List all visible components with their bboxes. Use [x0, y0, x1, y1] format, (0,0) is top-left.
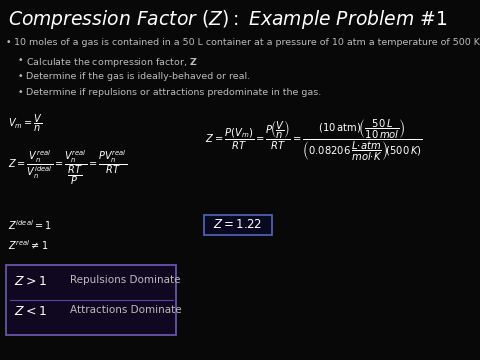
Text: 10 moles of a gas is contained in a 50 L container at a pressure of 10 atm a tem: 10 moles of a gas is contained in a 50 L…	[14, 38, 480, 47]
Text: Determine if repulsions or attractions predominate in the gas.: Determine if repulsions or attractions p…	[26, 88, 321, 97]
Text: Determine if the gas is ideally-behaved or real.: Determine if the gas is ideally-behaved …	[26, 72, 250, 81]
Text: $\bf{\it{Compression\ Factor\ (Z):\ Example\ Problem\ \#1}}$: $\bf{\it{Compression\ Factor\ (Z):\ Exam…	[8, 8, 447, 31]
Text: $Z < 1$: $Z < 1$	[14, 305, 47, 318]
Text: $Z^{real} \neq 1$: $Z^{real} \neq 1$	[8, 238, 48, 252]
Text: Calculate the compression factor, $\bf{Z}$: Calculate the compression factor, $\bf{Z…	[26, 56, 198, 69]
Bar	[204, 215, 272, 235]
Text: •: •	[6, 38, 12, 47]
Text: •: •	[18, 72, 24, 81]
Bar	[6, 265, 176, 335]
Text: $Z^{ideal} = 1$: $Z^{ideal} = 1$	[8, 218, 52, 232]
Text: Attractions Dominate: Attractions Dominate	[70, 305, 181, 315]
Text: $Z = \dfrac{V_n^{real}}{V_n^{ideal}} = \dfrac{V_n^{real}}{\dfrac{RT}{P}} = \dfra: $Z = \dfrac{V_n^{real}}{V_n^{ideal}} = \…	[8, 148, 127, 187]
Text: •: •	[18, 88, 24, 97]
Text: $Z = 1.22$: $Z = 1.22$	[214, 219, 263, 231]
Text: $Z > 1$: $Z > 1$	[14, 275, 47, 288]
Text: $Z = \dfrac{P(V_m)}{RT} = \dfrac{P\!\left(\dfrac{V}{n}\right)}{RT} = \dfrac{(10\: $Z = \dfrac{P(V_m)}{RT} = \dfrac{P\!\lef…	[205, 118, 423, 163]
Text: $V_m = \dfrac{V}{n}$: $V_m = \dfrac{V}{n}$	[8, 113, 43, 134]
Text: •: •	[18, 56, 24, 65]
Text: Repulsions Dominate: Repulsions Dominate	[70, 275, 180, 285]
